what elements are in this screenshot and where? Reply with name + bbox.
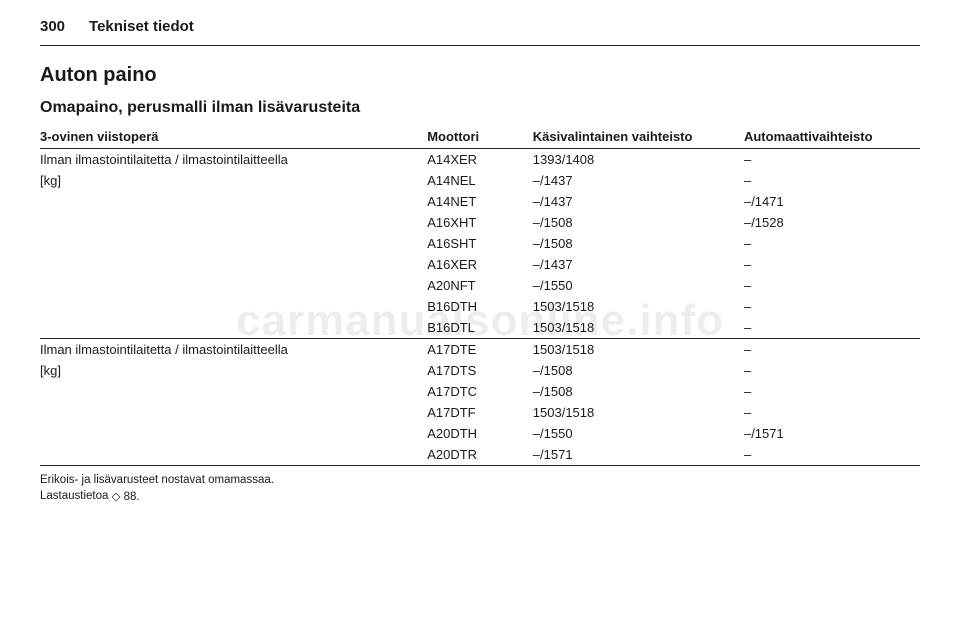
table-row: [kg] A17DTS –/1508 –	[40, 360, 920, 381]
cell-auto: –	[744, 317, 920, 339]
table-row: A20DTH –/1550 –/1571	[40, 423, 920, 444]
row-label: Ilman ilmastointilaitetta / ilmastointil…	[40, 339, 427, 361]
manual-page: 300 Tekniset tiedot Auton paino Omapaino…	[0, 0, 960, 514]
cell-manual: –/1508	[533, 212, 744, 233]
cell-engine: A16XHT	[427, 212, 533, 233]
footnote-line: Erikois- ja lisävarusteet nostavat omama…	[40, 474, 920, 486]
footnote-line: Lastaustietoa ◇ 88.	[40, 488, 920, 502]
table-row: Ilman ilmastointilaitetta / ilmastointil…	[40, 339, 920, 361]
cell-auto: –	[744, 339, 920, 361]
table-header-row: 3-ovinen viistoperä Moottori Käsivalinta…	[40, 125, 920, 149]
cell-engine: A17DTE	[427, 339, 533, 361]
cell-engine: A20DTR	[427, 444, 533, 466]
cell-manual: 1503/1518	[533, 317, 744, 339]
header-rule	[40, 45, 920, 46]
table-row: A20NFT –/1550 –	[40, 275, 920, 296]
footnote-text: Lastaustietoa	[40, 490, 112, 502]
col-header-manual: Käsivalintainen vaihteisto	[533, 125, 744, 149]
page-header: 300 Tekniset tiedot	[40, 18, 920, 35]
cell-manual: –/1508	[533, 381, 744, 402]
cell-manual: 1393/1408	[533, 149, 744, 171]
footnotes: Erikois- ja lisävarusteet nostavat omama…	[40, 474, 920, 502]
cell-auto: –	[744, 402, 920, 423]
table-row: A16XHT –/1508 –/1528	[40, 212, 920, 233]
weight-table: 3-ovinen viistoperä Moottori Käsivalinta…	[40, 125, 920, 466]
subsection-title: Omapaino, perusmalli ilman lisävarusteit…	[40, 99, 920, 117]
cell-manual: –/1508	[533, 360, 744, 381]
cell-engine: B16DTL	[427, 317, 533, 339]
row-label-unit: [kg]	[40, 170, 427, 191]
table-row: B16DTH 1503/1518 –	[40, 296, 920, 317]
table-row: A14NET –/1437 –/1471	[40, 191, 920, 212]
cell-engine: A20DTH	[427, 423, 533, 444]
cell-manual: –/1437	[533, 191, 744, 212]
cell-manual: –/1508	[533, 233, 744, 254]
page-number: 300	[40, 18, 65, 35]
page-ref-icon: ◇ 88.	[112, 489, 140, 503]
table-row: A17DTC –/1508 –	[40, 381, 920, 402]
cell-engine: A20NFT	[427, 275, 533, 296]
cell-auto: –	[744, 296, 920, 317]
cell-auto: –/1471	[744, 191, 920, 212]
cell-manual: 1503/1518	[533, 402, 744, 423]
cell-auto: –/1528	[744, 212, 920, 233]
row-label: Ilman ilmastointilaitetta / ilmastointil…	[40, 149, 427, 171]
cell-auto: –/1571	[744, 423, 920, 444]
cell-engine: A17DTS	[427, 360, 533, 381]
table-row: B16DTL 1503/1518 –	[40, 317, 920, 339]
cell-manual: 1503/1518	[533, 339, 744, 361]
cell-auto: –	[744, 381, 920, 402]
cell-manual: –/1437	[533, 254, 744, 275]
col-header-label: 3-ovinen viistoperä	[40, 125, 427, 149]
cell-manual: –/1437	[533, 170, 744, 191]
row-label-unit: [kg]	[40, 360, 427, 381]
table-row: [kg] A14NEL –/1437 –	[40, 170, 920, 191]
table-row: Ilman ilmastointilaitetta / ilmastointil…	[40, 149, 920, 171]
table-row: A16SHT –/1508 –	[40, 233, 920, 254]
cell-manual: 1503/1518	[533, 296, 744, 317]
section-title: Auton paino	[40, 64, 920, 87]
cell-engine: B16DTH	[427, 296, 533, 317]
table-row: A16XER –/1437 –	[40, 254, 920, 275]
cell-auto: –	[744, 275, 920, 296]
cell-engine: A14NET	[427, 191, 533, 212]
cell-engine: A14NEL	[427, 170, 533, 191]
col-header-engine: Moottori	[427, 125, 533, 149]
cell-engine: A16SHT	[427, 233, 533, 254]
table-row: A17DTF 1503/1518 –	[40, 402, 920, 423]
cell-auto: –	[744, 149, 920, 171]
cell-auto: –	[744, 170, 920, 191]
cell-auto: –	[744, 360, 920, 381]
cell-manual: –/1550	[533, 423, 744, 444]
cell-auto: –	[744, 444, 920, 466]
cell-engine: A17DTF	[427, 402, 533, 423]
cell-auto: –	[744, 233, 920, 254]
cell-engine: A14XER	[427, 149, 533, 171]
cell-auto: –	[744, 254, 920, 275]
cell-engine: A16XER	[427, 254, 533, 275]
col-header-auto: Automaattivaihteisto	[744, 125, 920, 149]
cell-engine: A17DTC	[427, 381, 533, 402]
chapter-title: Tekniset tiedot	[89, 18, 194, 35]
cell-manual: –/1571	[533, 444, 744, 466]
cell-manual: –/1550	[533, 275, 744, 296]
table-row: A20DTR –/1571 –	[40, 444, 920, 466]
